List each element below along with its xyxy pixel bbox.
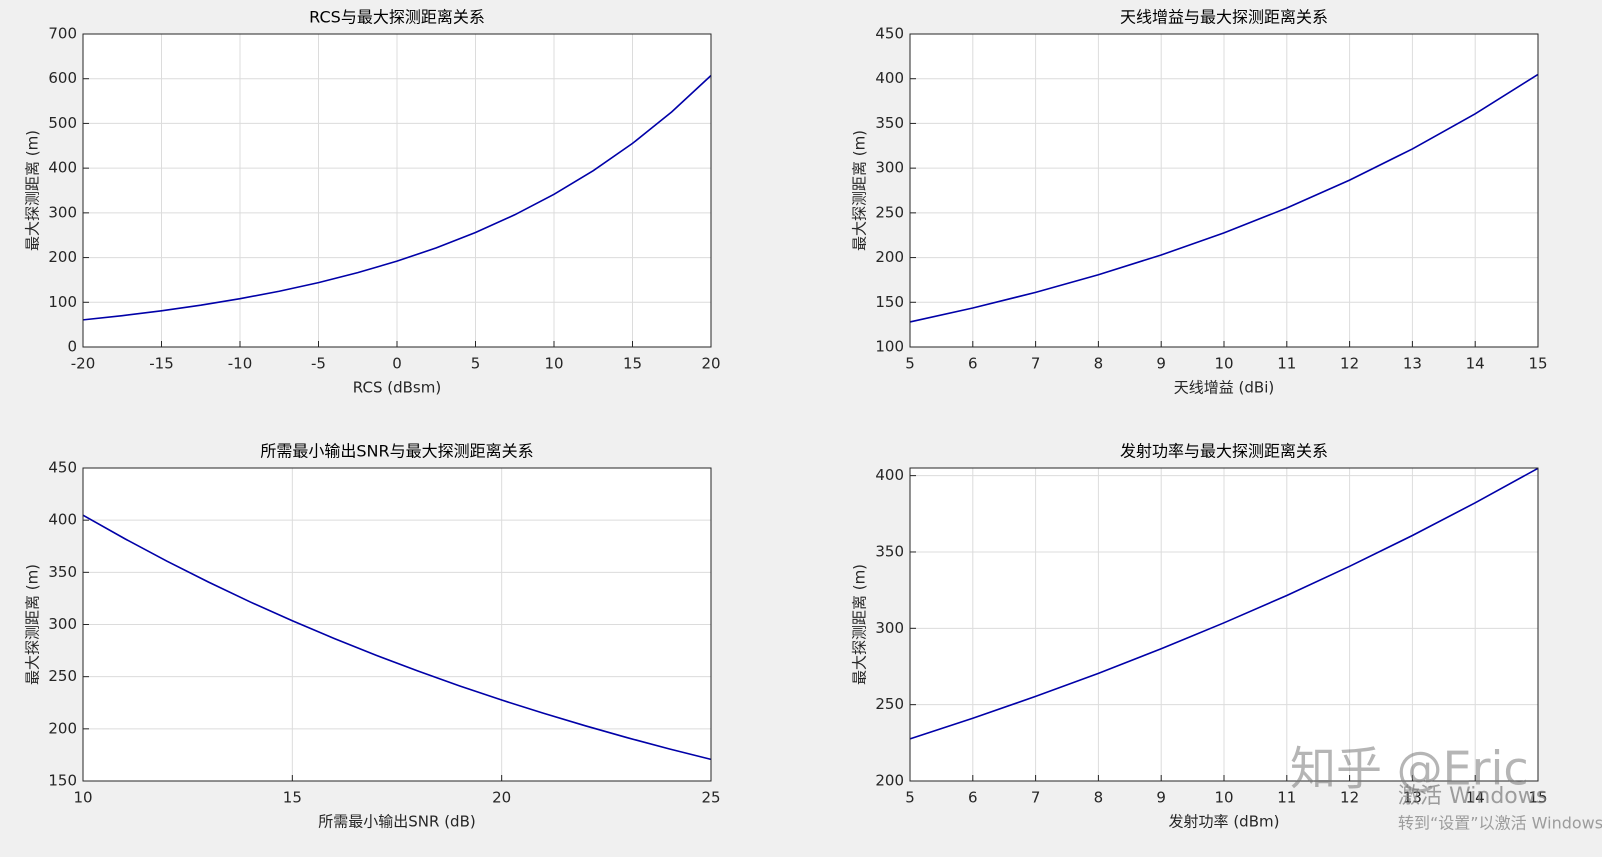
x-tick-label: 14 <box>1466 355 1485 373</box>
x-tick-label: 5 <box>471 355 481 373</box>
x-axis-label: 发射功率 (dBm) <box>1169 813 1280 831</box>
y-tick-label: 350 <box>875 542 904 560</box>
x-tick-label: 20 <box>701 355 720 373</box>
y-tick-label: 200 <box>875 248 904 266</box>
y-tick-label: 150 <box>875 293 904 311</box>
x-tick-label: 7 <box>1031 789 1041 807</box>
x-axis-label: 所需最小输出SNR (dB) <box>318 813 475 831</box>
y-tick-label: 400 <box>48 159 77 177</box>
x-tick-label: 10 <box>73 789 92 807</box>
y-tick-label: 400 <box>48 511 77 529</box>
x-tick-label: 15 <box>283 789 302 807</box>
x-tick-label: 5 <box>905 355 915 373</box>
chart-title: 天线增益与最大探测距离关系 <box>1120 8 1328 27</box>
y-tick-label: 500 <box>48 114 77 132</box>
y-tick-label: 250 <box>875 203 904 221</box>
y-tick-label: 300 <box>48 615 77 633</box>
x-tick-label: 9 <box>1156 789 1166 807</box>
x-tick-label: 6 <box>968 789 978 807</box>
y-tick-label: 150 <box>48 772 77 790</box>
watermark: 知乎 @Eric <box>1290 742 1529 796</box>
x-tick-label: 15 <box>1528 355 1547 373</box>
chart-title: 发射功率与最大探测距离关系 <box>1120 442 1328 461</box>
y-tick-label: 600 <box>48 69 77 87</box>
y-tick-label: 300 <box>48 203 77 221</box>
x-tick-label: 6 <box>968 355 978 373</box>
y-tick-label: 100 <box>48 293 77 311</box>
x-axis-label: RCS (dBsm) <box>353 379 441 397</box>
x-tick-label: 10 <box>544 355 563 373</box>
y-tick-label: 450 <box>48 459 77 477</box>
x-tick-label: 12 <box>1340 789 1359 807</box>
y-tick-label: 350 <box>48 563 77 581</box>
y-axis-label: 最大探测距离 (m) <box>24 130 42 251</box>
x-tick-label: 11 <box>1277 789 1296 807</box>
y-tick-label: 200 <box>48 719 77 737</box>
y-tick-label: 200 <box>875 772 904 790</box>
x-tick-label: 13 <box>1403 789 1422 807</box>
x-tick-label: 10 <box>1214 355 1233 373</box>
y-tick-label: 250 <box>875 695 904 713</box>
x-tick-label: 8 <box>1094 355 1104 373</box>
y-tick-label: 350 <box>875 114 904 132</box>
data-line <box>909 73 1539 323</box>
y-axis-label: 最大探测距离 (m) <box>851 564 869 685</box>
axes-box <box>909 33 1539 348</box>
activation-notice: 转到“设置”以激活 Windows <box>1398 814 1602 833</box>
y-axis-label: 最大探测距离 (m) <box>24 564 42 685</box>
x-tick-label: 5 <box>905 789 915 807</box>
chart-title: 所需最小输出SNR与最大探测距离关系 <box>260 442 533 461</box>
y-tick-label: 250 <box>48 667 77 685</box>
x-tick-label: 10 <box>1214 789 1233 807</box>
x-tick-label: 9 <box>1156 355 1166 373</box>
x-tick-label: -20 <box>71 355 96 373</box>
axes-box <box>82 33 712 348</box>
x-tick-label: 14 <box>1466 789 1485 807</box>
y-tick-label: 450 <box>875 25 904 43</box>
x-tick-label: 15 <box>1528 789 1547 807</box>
chart-title: RCS与最大探测距离关系 <box>309 8 485 27</box>
y-tick-label: 400 <box>875 69 904 87</box>
x-tick-label: 15 <box>623 355 642 373</box>
axes-box <box>909 467 1539 782</box>
activation-notice: 激活 Windows <box>1398 784 1547 809</box>
data-line <box>909 467 1539 740</box>
x-tick-label: 8 <box>1094 789 1104 807</box>
x-tick-label: 7 <box>1031 355 1041 373</box>
x-axis-label: 天线增益 (dBi) <box>1174 379 1274 397</box>
y-tick-label: 300 <box>875 619 904 637</box>
y-tick-label: 400 <box>875 466 904 484</box>
data-line <box>82 514 712 761</box>
x-tick-label: -10 <box>228 355 253 373</box>
y-tick-label: 100 <box>875 338 904 356</box>
x-tick-label: 20 <box>492 789 511 807</box>
x-tick-label: 11 <box>1277 355 1296 373</box>
y-tick-label: 0 <box>67 338 77 356</box>
x-tick-label: 13 <box>1403 355 1422 373</box>
y-tick-label: 300 <box>875 159 904 177</box>
x-tick-label: -15 <box>149 355 174 373</box>
y-axis-label: 最大探测距离 (m) <box>851 130 869 251</box>
y-tick-label: 700 <box>48 25 77 43</box>
x-tick-label: 0 <box>392 355 402 373</box>
axes-box <box>82 467 712 782</box>
x-tick-label: 25 <box>701 789 720 807</box>
data-line <box>82 74 712 321</box>
y-tick-label: 200 <box>48 248 77 266</box>
x-tick-label: -5 <box>311 355 326 373</box>
x-tick-label: 12 <box>1340 355 1359 373</box>
